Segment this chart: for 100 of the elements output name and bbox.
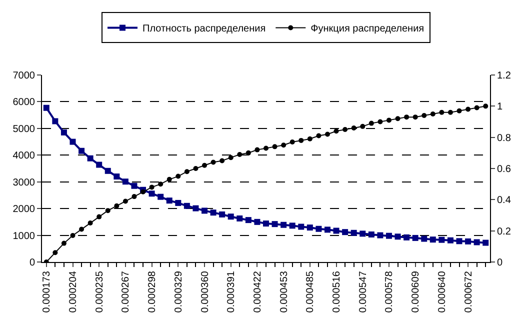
y2-tick-label: 0	[497, 258, 503, 268]
point	[219, 211, 226, 218]
point	[148, 190, 155, 197]
point	[70, 233, 76, 238]
point	[360, 124, 366, 129]
point	[184, 202, 190, 209]
x-tick-label: 0.000609	[410, 270, 422, 313]
point	[351, 125, 356, 130]
point	[60, 129, 67, 136]
point	[202, 208, 208, 214]
point	[184, 169, 190, 174]
point	[79, 226, 84, 232]
point	[482, 240, 489, 246]
point	[422, 113, 427, 118]
point	[105, 208, 110, 214]
point	[210, 160, 216, 165]
point	[175, 200, 182, 206]
point	[306, 224, 313, 231]
point	[350, 230, 357, 236]
point	[290, 140, 295, 145]
x-tick-label: 0.000298	[147, 270, 158, 313]
x-tick-label: 0.000360	[200, 270, 211, 313]
point	[70, 138, 76, 145]
x-tick-label: 0.000391	[226, 270, 238, 313]
y-tick-label: 7000	[12, 70, 36, 82]
point	[104, 168, 111, 174]
point	[263, 220, 269, 227]
point	[421, 236, 428, 242]
point	[78, 148, 85, 154]
point	[254, 147, 260, 152]
point	[298, 224, 304, 230]
y-tick-label: 3000	[12, 177, 36, 188]
point	[122, 198, 128, 204]
point	[316, 226, 322, 232]
point	[377, 232, 384, 238]
x-tick-label: 0.000547	[358, 270, 369, 313]
y-tick-label: 1000	[12, 230, 36, 242]
point	[316, 133, 322, 138]
y2-tick-label: 1.2	[497, 70, 512, 82]
point	[334, 128, 339, 134]
point	[166, 198, 172, 204]
point	[220, 158, 225, 164]
point	[298, 138, 304, 143]
point	[386, 118, 392, 123]
point	[236, 215, 243, 222]
point	[404, 234, 410, 240]
point	[202, 162, 208, 168]
point	[131, 182, 138, 189]
point	[192, 205, 199, 212]
point	[87, 155, 94, 162]
point	[122, 178, 128, 185]
point	[289, 222, 296, 229]
point	[96, 214, 102, 220]
y-tick-label: 0	[29, 258, 36, 268]
point	[281, 142, 286, 148]
point	[412, 234, 418, 241]
x-tick-label: 0.000578	[384, 270, 396, 313]
point	[114, 174, 120, 180]
point	[193, 166, 198, 171]
y2-tick-label: 0.4	[497, 195, 512, 206]
y2-tick-label: 1	[497, 102, 503, 113]
point	[447, 237, 454, 244]
point	[474, 239, 480, 246]
point	[466, 106, 471, 112]
point	[114, 203, 120, 208]
point	[438, 236, 445, 243]
legend-label: Функция распределения	[310, 24, 424, 35]
point	[272, 221, 278, 228]
point	[132, 194, 137, 200]
point	[324, 226, 330, 233]
x-tick-label: 0.000235	[94, 270, 106, 313]
point	[412, 114, 418, 120]
point	[333, 228, 340, 234]
point	[324, 132, 330, 137]
y2-tick-label: 0.6	[497, 164, 512, 175]
point	[430, 236, 436, 243]
y-tick-label: 4000	[12, 150, 36, 162]
point	[386, 232, 392, 239]
point	[52, 118, 58, 124]
point	[474, 105, 480, 110]
point	[158, 182, 164, 187]
point	[404, 114, 410, 120]
legend-label: Плотность распределения	[142, 24, 266, 35]
point	[456, 238, 462, 244]
point	[439, 110, 444, 115]
point	[272, 144, 278, 150]
point	[176, 174, 181, 179]
point	[368, 231, 374, 238]
point	[448, 110, 453, 115]
y-tick-label: 5000	[12, 124, 36, 135]
point	[88, 220, 93, 226]
point	[483, 104, 488, 109]
point	[246, 150, 251, 156]
x-tick-label: 0.000422	[252, 270, 264, 313]
point	[342, 127, 348, 132]
x-tick-label: 0.000453	[278, 270, 290, 313]
point	[254, 218, 260, 225]
point	[430, 111, 436, 116]
point	[237, 152, 242, 157]
point	[378, 119, 383, 124]
